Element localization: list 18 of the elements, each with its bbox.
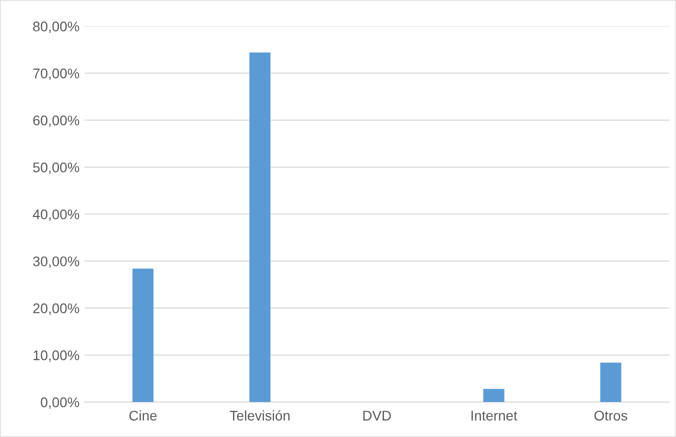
y-tick-label: 30,00% [33,256,80,268]
x-tick-label: Internet [472,410,518,421]
bar [249,52,270,402]
x-tick-label: Cine [129,410,157,421]
y-tick-label: 60,00% [33,116,80,127]
y-tick-label: 0,00% [40,397,80,409]
x-tick-label: DVD [363,410,391,420]
y-tick-label: 10,00% [34,350,80,362]
y-tick-label: 70,00% [33,68,80,80]
bar [132,268,154,402]
y-tick-label: 20,00% [33,303,80,315]
x-tick-label: Televisión [230,410,290,421]
y-tick-label: 80,00% [33,22,80,34]
x-tick-label: Otros [594,410,628,421]
bar [483,388,504,402]
y-tick-label: 50,00% [33,162,80,174]
y-tick-label: 40,00% [32,209,80,221]
bar [600,362,622,402]
